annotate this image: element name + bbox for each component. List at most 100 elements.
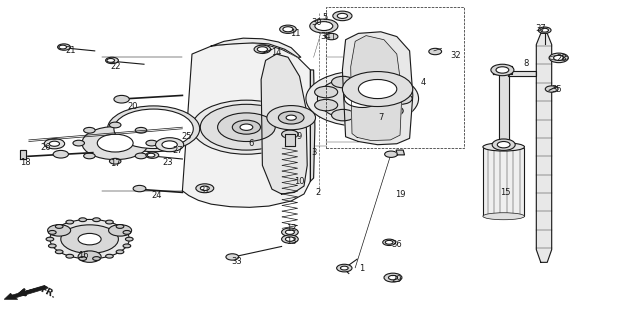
Circle shape: [383, 239, 396, 245]
Circle shape: [337, 264, 352, 272]
Bar: [483, 148, 524, 216]
Text: 25: 25: [182, 132, 192, 141]
Text: 18: 18: [20, 158, 31, 167]
Circle shape: [385, 151, 397, 157]
Circle shape: [107, 59, 115, 62]
Circle shape: [492, 139, 515, 150]
Circle shape: [162, 141, 177, 149]
Circle shape: [497, 142, 510, 148]
Circle shape: [380, 80, 403, 92]
Circle shape: [306, 71, 419, 127]
Text: 28: 28: [557, 54, 567, 63]
Text: 3: 3: [311, 148, 316, 157]
Text: 20: 20: [127, 102, 138, 111]
Circle shape: [78, 251, 101, 262]
Polygon shape: [508, 71, 536, 76]
Circle shape: [47, 225, 70, 236]
Circle shape: [389, 93, 412, 104]
Circle shape: [84, 128, 95, 133]
Polygon shape: [351, 36, 402, 141]
Text: FR.: FR.: [38, 285, 57, 300]
Circle shape: [337, 13, 348, 18]
Text: 30: 30: [312, 18, 322, 27]
Circle shape: [116, 225, 124, 228]
Circle shape: [429, 48, 442, 55]
Circle shape: [82, 127, 148, 160]
Circle shape: [200, 104, 292, 150]
Text: 2: 2: [316, 188, 321, 197]
Circle shape: [147, 153, 155, 157]
Text: 10: 10: [294, 177, 305, 186]
Text: 36: 36: [392, 240, 402, 249]
Text: 35: 35: [552, 85, 562, 93]
Circle shape: [332, 109, 355, 121]
Circle shape: [46, 237, 54, 241]
Circle shape: [491, 64, 514, 76]
Circle shape: [315, 100, 338, 111]
Polygon shape: [285, 134, 295, 146]
Text: 21: 21: [65, 46, 76, 55]
Circle shape: [357, 74, 380, 86]
Text: 15: 15: [500, 188, 511, 197]
Circle shape: [50, 219, 129, 259]
Circle shape: [286, 115, 296, 120]
Circle shape: [133, 185, 146, 192]
Circle shape: [384, 273, 402, 282]
Circle shape: [106, 220, 113, 224]
Circle shape: [49, 231, 56, 234]
Circle shape: [146, 140, 157, 146]
Circle shape: [285, 230, 294, 234]
Circle shape: [146, 152, 159, 158]
Text: 17: 17: [110, 159, 120, 168]
Polygon shape: [182, 43, 310, 207]
Circle shape: [78, 233, 101, 245]
Polygon shape: [536, 33, 552, 262]
Ellipse shape: [483, 143, 525, 151]
Ellipse shape: [483, 213, 525, 220]
Circle shape: [59, 45, 67, 49]
Circle shape: [114, 95, 129, 103]
Circle shape: [344, 90, 380, 107]
Polygon shape: [499, 73, 509, 146]
Text: 13: 13: [286, 237, 296, 246]
Circle shape: [332, 76, 355, 88]
Circle shape: [106, 57, 118, 64]
Circle shape: [44, 139, 65, 149]
Text: 9: 9: [297, 132, 302, 141]
Circle shape: [108, 106, 200, 152]
Circle shape: [333, 11, 352, 21]
Circle shape: [310, 19, 338, 33]
Text: 7: 7: [378, 113, 383, 122]
Circle shape: [97, 134, 133, 152]
Text: 27: 27: [173, 146, 183, 155]
Text: 29: 29: [392, 275, 402, 284]
Circle shape: [325, 33, 338, 40]
Circle shape: [109, 158, 121, 164]
Circle shape: [496, 67, 509, 73]
Circle shape: [135, 128, 147, 133]
Circle shape: [196, 184, 214, 193]
Circle shape: [342, 72, 413, 107]
Circle shape: [125, 237, 133, 241]
Circle shape: [254, 45, 271, 53]
Circle shape: [109, 225, 132, 236]
Text: 32: 32: [451, 51, 461, 60]
Circle shape: [84, 153, 95, 159]
Circle shape: [280, 25, 296, 33]
Circle shape: [114, 109, 193, 149]
Circle shape: [240, 124, 253, 130]
Text: 5: 5: [323, 13, 328, 22]
Polygon shape: [20, 150, 26, 159]
Text: 26: 26: [41, 143, 51, 152]
Circle shape: [278, 111, 304, 124]
Text: 12: 12: [286, 225, 296, 233]
Text: 23: 23: [163, 158, 173, 167]
Circle shape: [385, 240, 393, 244]
Text: 1: 1: [359, 264, 364, 273]
Circle shape: [545, 86, 558, 92]
Circle shape: [380, 105, 403, 117]
Circle shape: [541, 28, 548, 32]
Text: 16: 16: [78, 252, 88, 260]
Circle shape: [123, 231, 131, 234]
Circle shape: [79, 218, 86, 222]
